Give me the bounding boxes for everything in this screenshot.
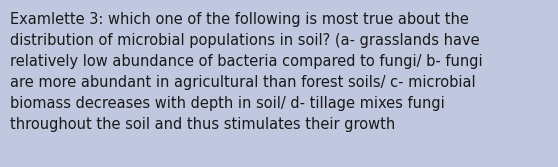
Text: Examlette 3: which one of the following is most true about the
distribution of m: Examlette 3: which one of the following …: [10, 12, 483, 132]
